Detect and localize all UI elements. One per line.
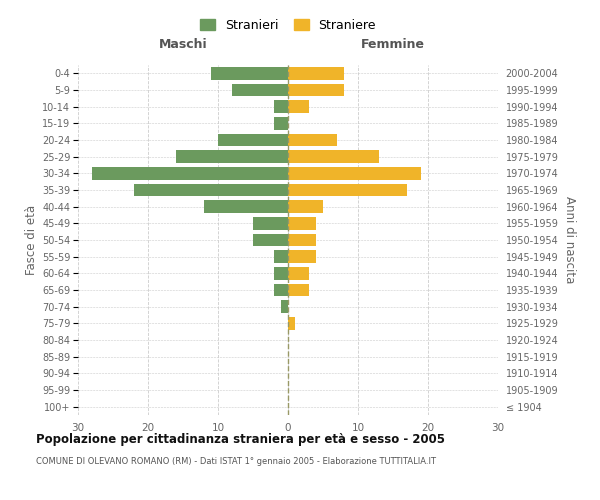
Bar [288, 150, 379, 163]
Bar [274, 100, 288, 113]
Bar [232, 84, 288, 96]
Bar [288, 284, 309, 296]
Bar [253, 217, 288, 230]
Bar [281, 300, 288, 313]
Bar [288, 134, 337, 146]
Bar [253, 234, 288, 246]
Bar [288, 67, 344, 80]
Bar [204, 200, 288, 213]
Bar [211, 67, 288, 80]
Bar [288, 184, 407, 196]
Bar [288, 250, 316, 263]
Bar [288, 84, 344, 96]
Bar [288, 317, 295, 330]
Bar [288, 200, 323, 213]
Bar [288, 167, 421, 179]
Bar [134, 184, 288, 196]
Bar [288, 234, 316, 246]
Text: Femmine: Femmine [361, 38, 425, 51]
Text: Maschi: Maschi [158, 38, 208, 51]
Text: COMUNE DI OLEVANO ROMANO (RM) - Dati ISTAT 1° gennaio 2005 - Elaborazione TUTTIT: COMUNE DI OLEVANO ROMANO (RM) - Dati IST… [36, 458, 436, 466]
Bar [176, 150, 288, 163]
Bar [92, 167, 288, 179]
Legend: Stranieri, Straniere: Stranieri, Straniere [196, 15, 380, 36]
Bar [218, 134, 288, 146]
Y-axis label: Fasce di età: Fasce di età [25, 205, 38, 275]
Bar [288, 217, 316, 230]
Bar [288, 100, 309, 113]
Bar [274, 267, 288, 280]
Bar [274, 117, 288, 130]
Bar [288, 267, 309, 280]
Bar [274, 284, 288, 296]
Bar [274, 250, 288, 263]
Text: Popolazione per cittadinanza straniera per età e sesso - 2005: Popolazione per cittadinanza straniera p… [36, 432, 445, 446]
Y-axis label: Anni di nascita: Anni di nascita [563, 196, 575, 284]
